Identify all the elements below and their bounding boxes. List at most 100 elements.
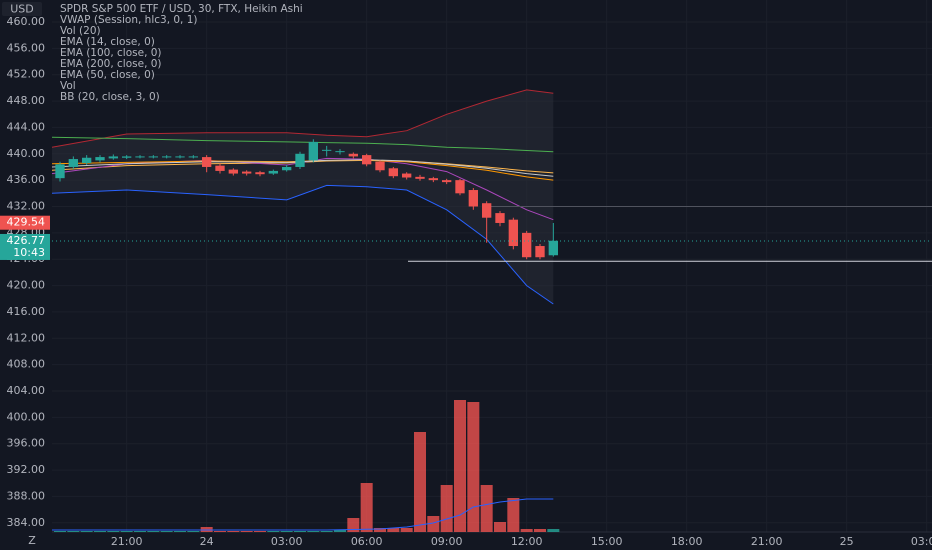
volume-bar <box>320 531 333 532</box>
candle-body <box>468 190 478 207</box>
volume-bar <box>400 528 413 532</box>
volume-bar <box>174 531 186 532</box>
y-tick-label: 456.00 <box>7 41 46 54</box>
volume-bar <box>374 528 386 532</box>
y-tick-label: 420.00 <box>7 279 46 292</box>
candle-body <box>375 161 385 171</box>
candle-body <box>348 153 358 157</box>
chart-title: SPDR S&P 500 ETF / USD, 30, FTX, Heikin … <box>60 3 303 15</box>
candle-body <box>68 159 78 167</box>
volume-bar <box>214 531 226 532</box>
candle-body <box>188 156 198 158</box>
volume-bar <box>454 400 466 532</box>
candle-body <box>175 156 185 158</box>
volume-bar <box>294 531 306 532</box>
y-tick-label: 392.00 <box>7 463 46 476</box>
legend-entry: VWAP (Session, hlc3, 0, 1) <box>60 14 198 26</box>
candle-body <box>242 171 252 174</box>
candle-body <box>162 156 172 158</box>
volume-bar <box>67 531 80 532</box>
legend-entry: EMA (100, close, 0) <box>60 47 162 59</box>
legend-entry: BB (20, close, 3, 0) <box>60 91 160 103</box>
volume-bar <box>347 518 360 532</box>
y-tick-label: 444.00 <box>7 120 46 133</box>
volume-bar <box>480 485 493 532</box>
y-tick-label: 460.00 <box>7 15 46 28</box>
volume-bar <box>307 531 320 532</box>
candle-body <box>82 157 92 164</box>
countdown: 10:43 <box>13 246 45 259</box>
currency[interactable]: USD <box>10 3 34 16</box>
volume-bar <box>280 531 293 532</box>
candle-body <box>402 173 412 178</box>
candle-body <box>295 153 305 167</box>
y-tick-label: 412.00 <box>7 331 46 344</box>
volume-bar <box>254 531 266 532</box>
y-tick-label: 416.00 <box>7 305 46 318</box>
volume-bar <box>187 531 200 532</box>
x-tick-label: 03:00 <box>271 535 303 548</box>
candle-body <box>268 170 278 174</box>
y-tick-label: 408.00 <box>7 358 46 371</box>
y-tick-label: 384.00 <box>7 516 46 529</box>
y-tick-label: 448.00 <box>7 94 46 107</box>
volume-bar <box>507 498 520 532</box>
candle-body <box>322 149 332 151</box>
volume-bar <box>160 531 173 532</box>
y-tick-label: 396.00 <box>7 437 46 450</box>
volume-bar <box>534 529 546 532</box>
volume-bar <box>120 531 133 532</box>
scale-button[interactable]: Z <box>28 534 36 547</box>
x-tick-label: 15:00 <box>591 535 623 548</box>
candle-body <box>495 213 505 223</box>
volume-bar <box>427 516 440 532</box>
candle-body <box>215 165 225 171</box>
band-upper <box>51 89 554 148</box>
candle-body <box>482 203 492 218</box>
x-tick-label: 25 <box>840 535 854 548</box>
candle-body <box>108 156 118 159</box>
x-tick-label: 21:00 <box>751 535 783 548</box>
candle-body <box>228 169 238 174</box>
legend-entry: Vol <box>60 80 76 92</box>
volume-bar <box>240 531 253 532</box>
y-tick-label: 436.00 <box>7 173 46 186</box>
candle-body <box>335 151 345 153</box>
price-label: 429.54 <box>7 216 46 229</box>
candle-body <box>282 166 292 171</box>
y-tick-label: 452.00 <box>7 68 46 81</box>
volume-bar <box>227 531 240 532</box>
volume-bar <box>147 531 160 532</box>
y-tick-label: 440.00 <box>7 147 46 160</box>
candle-body <box>535 246 545 258</box>
candle-body <box>388 168 398 177</box>
x-tick-label: 18:00 <box>671 535 703 548</box>
volume-bar <box>94 531 106 532</box>
candle-body <box>508 219 518 247</box>
band-lower <box>51 184 554 305</box>
candle-body <box>442 180 452 183</box>
candle-body <box>362 155 372 165</box>
candle-body <box>455 180 465 194</box>
candle-body <box>415 176 425 179</box>
y-tick-label: 400.00 <box>7 410 46 423</box>
candle-body <box>428 178 438 181</box>
y-tick-label: 388.00 <box>7 489 46 502</box>
x-tick-label: 09:00 <box>431 535 463 548</box>
volume-bar <box>267 531 280 532</box>
candle-body <box>95 157 105 161</box>
volume-bar <box>107 531 120 532</box>
x-tick-label: 03:00 <box>911 535 932 548</box>
candle-body <box>148 156 158 158</box>
candle-body <box>308 141 318 161</box>
y-tick-label: 404.00 <box>7 384 46 397</box>
volume-bar <box>520 529 533 532</box>
volume-bar <box>387 528 400 532</box>
legend-entry: Vol (20) <box>60 25 101 37</box>
candle-body <box>122 156 132 158</box>
volume-bar <box>80 531 93 532</box>
volume-bar <box>467 402 480 532</box>
currency-box[interactable] <box>2 2 42 16</box>
volume-bar <box>494 522 506 532</box>
